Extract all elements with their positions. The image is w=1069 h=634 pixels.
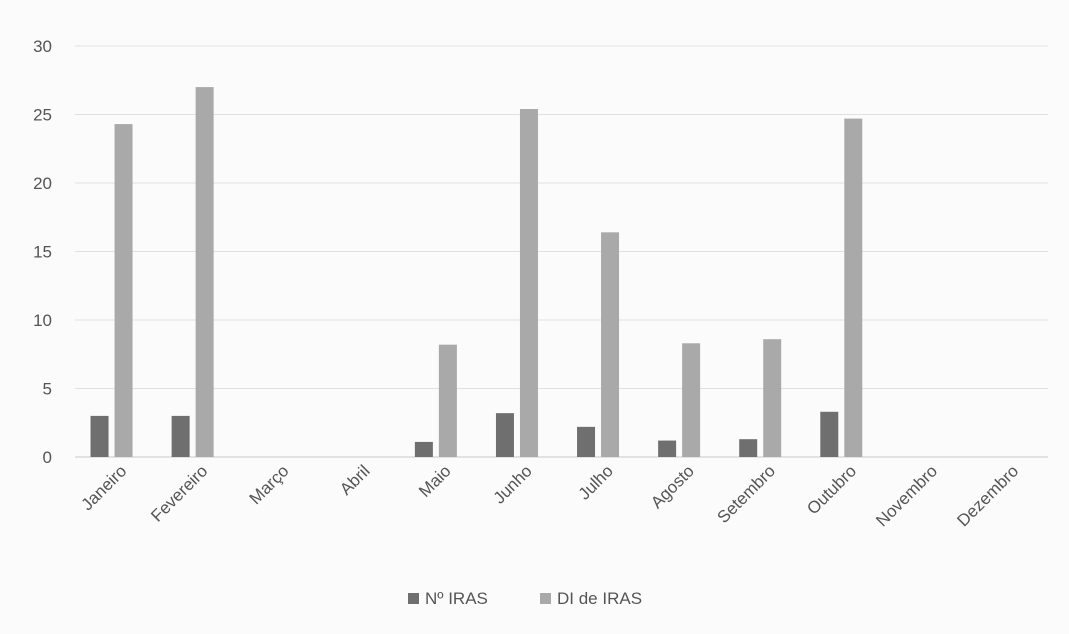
y-tick-label: 30: [33, 37, 52, 56]
x-category-label: Abril: [336, 461, 373, 498]
bar-di-iras-fevereiro: [195, 87, 214, 457]
y-tick-label: 10: [33, 311, 52, 330]
x-category-label: Novembro: [872, 461, 941, 530]
bar-n-iras-agosto: [658, 440, 677, 457]
y-tick-label: 25: [33, 106, 52, 125]
x-category-label: Março: [246, 461, 293, 508]
y-tick-label: 5: [43, 380, 52, 399]
legend-swatch-n-iras: [408, 593, 419, 604]
bar-di-iras-junho: [519, 109, 538, 458]
y-axis-tick-labels: 0 5 10 15 20 25 30: [33, 37, 52, 467]
legend-label-n-iras: Nº IRAS: [425, 589, 488, 608]
bar-n-iras-julho: [577, 426, 596, 457]
x-category-label: Junho: [490, 461, 536, 507]
y-tick-label: 20: [33, 174, 52, 193]
bar-n-iras-junho: [495, 413, 514, 457]
bar-n-iras-setembro: [739, 439, 758, 457]
bar-di-iras-maio: [438, 344, 457, 457]
legend-swatch-di-iras: [540, 593, 551, 604]
bar-n-iras-fevereiro: [171, 415, 190, 457]
x-category-label: Agosto: [647, 461, 698, 512]
bar-di-iras-outubro: [844, 118, 863, 458]
x-axis-category-labels: Janeiro Fevereiro Março Abril Maio Junho Julho…: [78, 461, 1023, 530]
x-category-label: Maio: [415, 461, 454, 500]
x-category-label: Fevereiro: [147, 461, 211, 525]
legend-label-di-iras: DI de IRAS: [557, 589, 642, 608]
bar-n-iras-maio: [414, 441, 433, 457]
y-tick-label: 0: [43, 448, 52, 467]
x-category-label: Dezembro: [953, 461, 1022, 530]
x-category-label: Janeiro: [78, 461, 131, 514]
x-category-label: Outubro: [803, 461, 860, 518]
bars: [90, 87, 863, 458]
legend: Nº IRAS DI de IRAS: [408, 589, 642, 608]
x-category-label: Setembro: [713, 461, 779, 527]
y-tick-label: 15: [33, 243, 52, 262]
gridlines: [75, 45, 1048, 458]
x-category-label: Julho: [575, 461, 617, 503]
bar-di-iras-setembro: [763, 339, 782, 457]
bar-di-iras-julho: [601, 232, 620, 457]
bar-di-iras-agosto: [682, 343, 701, 457]
bar-n-iras-outubro: [820, 411, 839, 457]
bar-n-iras-janeiro: [90, 415, 109, 457]
bar-di-iras-janeiro: [114, 124, 133, 457]
